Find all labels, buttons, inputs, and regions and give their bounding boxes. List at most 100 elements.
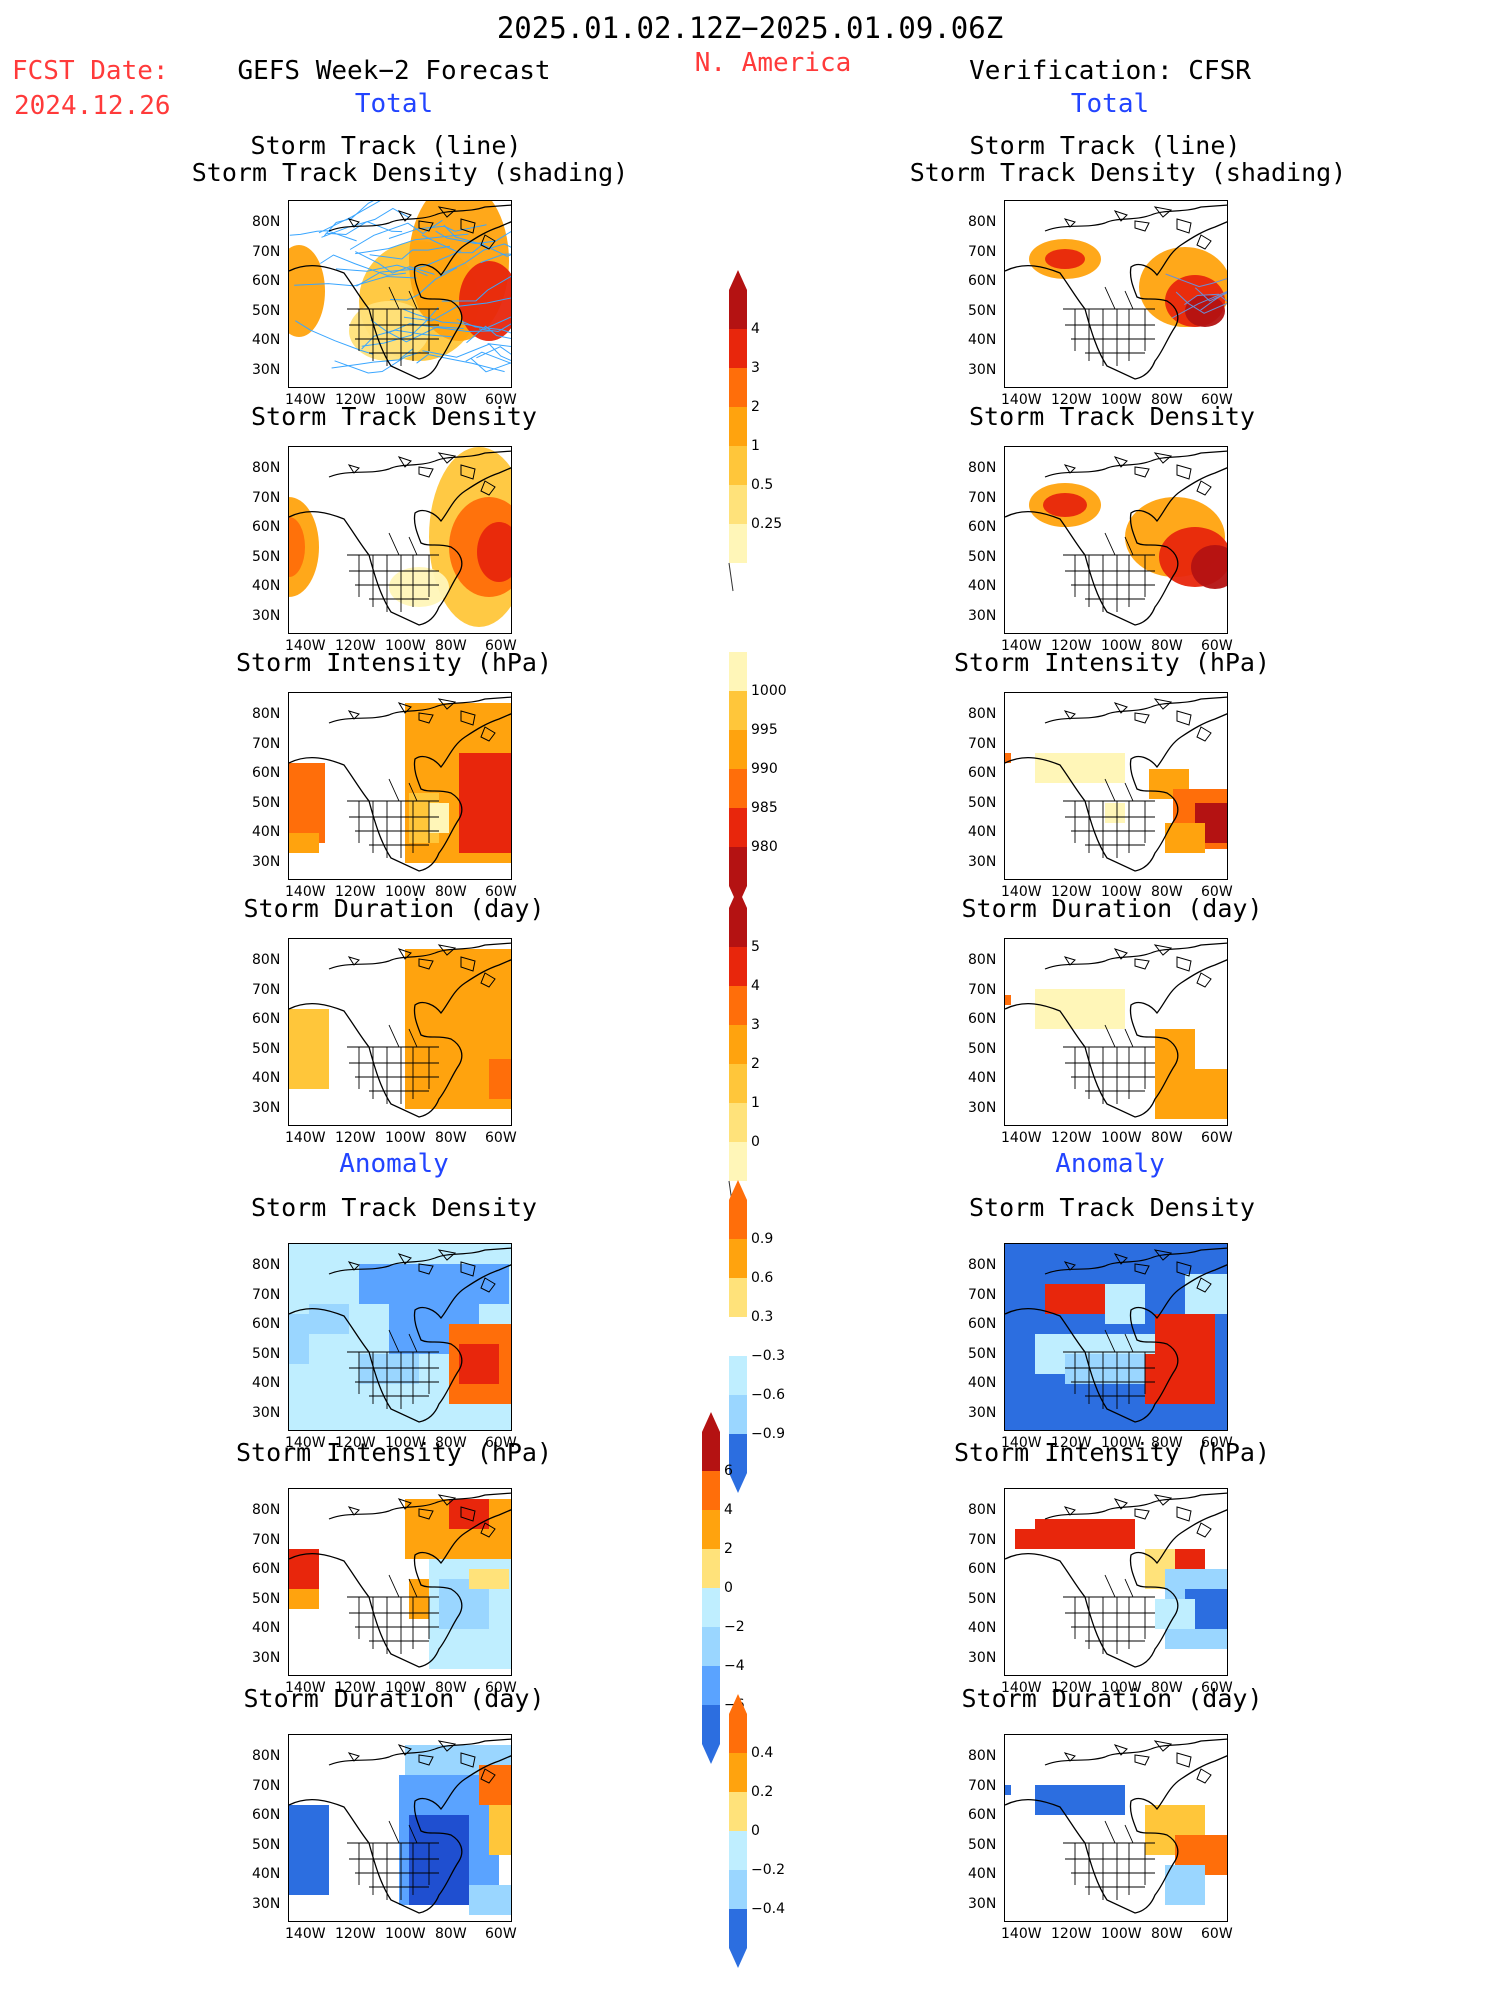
verification-anomaly-density-lat-tick: 30N: [968, 1404, 997, 1421]
forecast-total-duration-lat-tick: 80N: [252, 952, 281, 968]
verification-total-intensity-cell-5: [1165, 823, 1205, 853]
verification-anomaly-intensity-outline-3: [1063, 1574, 1155, 1654]
forecast-anomaly-density-outline-2: [347, 1249, 496, 1293]
colorbar-segment-6: [702, 1666, 720, 1705]
forecast-anomaly-intensity-outline-3: [347, 1574, 439, 1654]
verification-total-duration-outline-3: [1063, 1024, 1155, 1104]
verification-anomaly-duration-lat-tick: 80N: [968, 1748, 997, 1764]
forecast-total-density-shade-5: [389, 567, 449, 607]
forecast-total-density-lat-tick: 80N: [252, 460, 281, 476]
verification-total-intensity-lat-tick: 70N: [968, 735, 997, 752]
forecast-total-track-track-line-14: [289, 230, 357, 242]
colorbar-arrow-top: [729, 1180, 747, 1200]
verification-total-density-outline-1: [1044, 450, 1227, 478]
colorbar-label: 985: [751, 800, 778, 816]
verification-anomaly-label: Anomaly: [1055, 1149, 1165, 1179]
verification-anomaly-duration-svg: [1005, 1738, 1227, 1914]
colorbar-label: 0: [751, 1134, 760, 1150]
forecast-anomaly-label: Anomaly: [339, 1149, 449, 1179]
verification-total-intensity-lat-tick: 50N: [968, 794, 997, 811]
region-label: N. America: [694, 48, 852, 78]
forecast-total-density-outline-2: [347, 452, 496, 496]
colorbar-segment-2: [729, 1792, 747, 1831]
verification-total-intensity-lat-tick: 80N: [968, 706, 997, 722]
forecast-anomaly-density-lat-tick: 50N: [252, 1345, 281, 1362]
colorbar-label: 0.9: [751, 1231, 774, 1247]
verification-total-duration-svg: [1005, 942, 1227, 1119]
colorbar-segment-1: [729, 1239, 747, 1278]
colorbar-arrow-top: [729, 888, 747, 908]
forecast-total-track-track-line-39: [466, 325, 511, 344]
colorbar-segment-4: [729, 446, 747, 485]
colorbar-segment-2: [702, 1510, 720, 1549]
verification-anomaly-duration-map: [1004, 1734, 1228, 1922]
colorbar-segment-0: [729, 908, 747, 947]
colorbar-segment-3: [729, 1831, 747, 1870]
forecast-total-duration-cell-3: [489, 1059, 511, 1099]
forecast-anomaly-intensity-lat-tick: 60N: [252, 1561, 281, 1577]
forecast-total-track-track-line-25: [295, 320, 374, 355]
forecast-total-intensity-svg: [289, 696, 511, 872]
forecast-total-intensity-cell-5: [289, 833, 319, 853]
forecast-total-track-track-line-0: [355, 233, 469, 255]
forecast-total-track-lon-tick: 140W: [285, 392, 326, 408]
colorbar-duration-anomaly: [729, 1694, 747, 1968]
fc-anom-duration-title: Storm Duration (day): [243, 1684, 545, 1713]
colorbar-label: 0: [724, 1580, 733, 1596]
verification-total-density-lat-tick: 70N: [968, 489, 997, 506]
colorbar-arrow-top: [702, 1412, 720, 1432]
forecast-total-track-lon-tick: 80W: [435, 392, 467, 408]
verification-anomaly-duration-cell-0: [1035, 1785, 1125, 1815]
colorbar-segment-4: [729, 1064, 747, 1103]
forecast-total-track-track-line-15: [356, 250, 462, 287]
verification-total-intensity-svg: [1005, 696, 1227, 872]
colorbar-label: −0.9: [751, 1426, 785, 1442]
verification-total-intensity-outline-3: [1063, 778, 1155, 858]
verification-anomaly-density-outline-1: [1044, 1247, 1227, 1275]
forecast-total-intensity-lat-tick: 60N: [252, 765, 281, 781]
verification-anomaly-duration-lat-tick: 70N: [968, 1777, 997, 1794]
verification-anomaly-density-cell-6: [1145, 1354, 1215, 1404]
forecast-total-track-track-line-16: [402, 308, 483, 328]
verification-anomaly-intensity-lon-tick: 80W: [1151, 1680, 1183, 1696]
verification-total-track-shade-4: [1185, 295, 1225, 327]
verification-total-density-lon-tick: 120W: [1051, 638, 1092, 654]
forecast-total-duration-lat-tick: 30N: [252, 1099, 281, 1116]
verification-total-intensity-lon-tick: 140W: [1001, 884, 1042, 900]
forecast-total-duration-svg: [289, 942, 511, 1118]
forecast-total-track-outline-3: [347, 286, 439, 366]
verification-anomaly-density-map: [1004, 1243, 1228, 1431]
forecast-total-track-track-line-38: [441, 275, 511, 302]
forecast-total-intensity-lon-tick: 140W: [285, 884, 326, 900]
forecast-anomaly-duration-lat-tick: 40N: [252, 1866, 281, 1882]
fc-anom-intensity-title: Storm Intensity (hPa): [235, 1438, 553, 1467]
forecast-anomaly-density-outline-1: [328, 1247, 511, 1275]
colorbar-arrow-top: [729, 1694, 747, 1714]
forecast-total-track-shade-3: [459, 261, 511, 341]
fcst-label: FCST Date:: [12, 56, 169, 86]
forecast-anomaly-duration-lat-tick: 60N: [252, 1807, 281, 1823]
vf-track-title-1: Storm Track (line): [969, 131, 1241, 160]
verification-total-density-lon-tick: 100W: [1101, 638, 1142, 654]
forecast-total-density-outline-1: [328, 450, 511, 478]
verification-total-track-track-line-1: [1171, 291, 1227, 319]
forecast-total-track-lat-tick: 70N: [252, 243, 281, 260]
forecast-total-track-track-line-3: [390, 267, 458, 301]
forecast-anomaly-intensity-lon-tick: 80W: [435, 1680, 467, 1696]
forecast-total-track-track-line-6: [334, 351, 421, 374]
verification-anomaly-density-lon-tick: 80W: [1151, 1435, 1183, 1451]
verification-anomaly-density-lat-tick: 60N: [968, 1316, 997, 1332]
vf-anom-duration-title: Storm Duration (day): [961, 1684, 1263, 1713]
colorbar-segment-3: [729, 769, 747, 808]
forecast-total-track-track-line-24: [361, 329, 452, 350]
colorbar-label: 4: [751, 978, 760, 994]
forecast-total-track-track-line-18: [470, 358, 511, 373]
verification-total-duration-lat-tick: 60N: [968, 1011, 997, 1027]
verification-anomaly-duration-lon-tick: 140W: [1001, 1926, 1042, 1942]
forecast-total-intensity-cell-2: [459, 753, 511, 853]
forecast-total-track-lat-tick: 40N: [252, 332, 281, 348]
verification-total-density-lon-tick: 80W: [1151, 638, 1183, 654]
verification-anomaly-density-cell-2: [1105, 1284, 1145, 1324]
colorbar-segment-5: [729, 485, 747, 524]
forecast-total-duration-lon-tick: 140W: [285, 1130, 326, 1146]
